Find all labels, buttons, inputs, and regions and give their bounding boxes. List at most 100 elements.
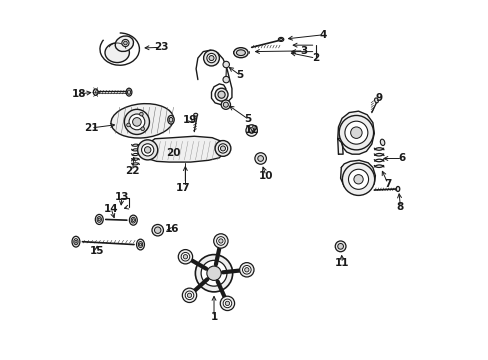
Circle shape (201, 260, 226, 286)
Ellipse shape (93, 89, 98, 95)
Polygon shape (337, 111, 373, 154)
Ellipse shape (395, 186, 399, 192)
Circle shape (353, 175, 363, 184)
Ellipse shape (136, 239, 144, 250)
Circle shape (185, 291, 193, 300)
Circle shape (122, 40, 129, 46)
Circle shape (335, 241, 346, 252)
Circle shape (244, 267, 248, 272)
Circle shape (142, 144, 153, 156)
Circle shape (141, 127, 144, 131)
Ellipse shape (115, 36, 133, 51)
Ellipse shape (169, 117, 172, 122)
Text: 18: 18 (71, 89, 86, 99)
Text: 19: 19 (183, 115, 197, 125)
Circle shape (181, 252, 189, 261)
Circle shape (182, 288, 196, 302)
Text: 6: 6 (398, 153, 405, 163)
Circle shape (242, 265, 251, 274)
Text: 5: 5 (236, 70, 244, 80)
Circle shape (218, 144, 227, 153)
Ellipse shape (98, 218, 100, 221)
Ellipse shape (97, 217, 101, 222)
Text: 2: 2 (311, 53, 319, 63)
Circle shape (213, 234, 227, 248)
Ellipse shape (374, 98, 378, 103)
Text: 7: 7 (384, 179, 391, 189)
Circle shape (132, 118, 141, 126)
Circle shape (183, 255, 187, 259)
Circle shape (216, 237, 224, 245)
Polygon shape (145, 136, 224, 162)
Circle shape (223, 76, 229, 83)
Text: 22: 22 (125, 166, 140, 176)
Text: 9: 9 (375, 93, 382, 103)
Text: 1: 1 (210, 312, 217, 322)
Text: 4: 4 (319, 30, 326, 40)
Circle shape (223, 102, 228, 107)
Ellipse shape (72, 236, 80, 247)
Text: 21: 21 (83, 123, 98, 133)
Text: 14: 14 (103, 204, 118, 214)
Ellipse shape (111, 104, 173, 138)
Text: 10: 10 (258, 171, 273, 181)
Text: 13: 13 (114, 192, 129, 202)
Circle shape (203, 50, 219, 66)
Circle shape (218, 239, 223, 243)
Circle shape (220, 296, 234, 311)
Ellipse shape (74, 239, 78, 245)
Circle shape (215, 88, 227, 101)
Circle shape (218, 91, 224, 98)
Ellipse shape (278, 37, 283, 41)
Ellipse shape (105, 43, 129, 63)
Circle shape (257, 156, 263, 161)
Ellipse shape (167, 116, 174, 124)
Ellipse shape (380, 139, 384, 145)
Ellipse shape (193, 113, 197, 116)
Ellipse shape (279, 39, 282, 41)
Circle shape (220, 146, 225, 151)
Circle shape (254, 153, 266, 164)
Circle shape (139, 112, 143, 116)
Circle shape (208, 55, 214, 60)
Circle shape (206, 266, 221, 280)
Ellipse shape (132, 219, 134, 222)
Circle shape (339, 116, 373, 150)
Ellipse shape (131, 217, 135, 223)
Ellipse shape (236, 50, 245, 55)
Text: 23: 23 (154, 42, 168, 52)
Ellipse shape (138, 242, 142, 248)
Ellipse shape (129, 215, 137, 225)
Circle shape (245, 125, 257, 136)
Text: 8: 8 (396, 202, 403, 212)
Ellipse shape (75, 240, 77, 243)
Circle shape (348, 169, 368, 189)
Polygon shape (340, 160, 375, 193)
Circle shape (178, 249, 192, 264)
Circle shape (187, 293, 191, 297)
Circle shape (239, 262, 253, 277)
Ellipse shape (139, 243, 142, 246)
Circle shape (223, 299, 231, 308)
Ellipse shape (126, 88, 132, 96)
Circle shape (123, 41, 127, 45)
Text: 5: 5 (244, 114, 251, 124)
Circle shape (195, 255, 232, 292)
Circle shape (342, 163, 374, 195)
Circle shape (221, 100, 230, 109)
Circle shape (126, 123, 130, 127)
Circle shape (344, 121, 367, 144)
Polygon shape (337, 138, 343, 154)
Text: 20: 20 (166, 148, 181, 158)
Circle shape (152, 225, 163, 236)
Circle shape (206, 53, 216, 63)
Circle shape (248, 128, 254, 134)
Circle shape (223, 61, 229, 68)
Ellipse shape (95, 215, 103, 225)
Circle shape (337, 243, 343, 249)
Text: 16: 16 (164, 225, 179, 234)
Text: 12: 12 (244, 125, 259, 135)
Circle shape (124, 109, 149, 134)
Circle shape (154, 227, 161, 233)
Circle shape (215, 140, 230, 156)
